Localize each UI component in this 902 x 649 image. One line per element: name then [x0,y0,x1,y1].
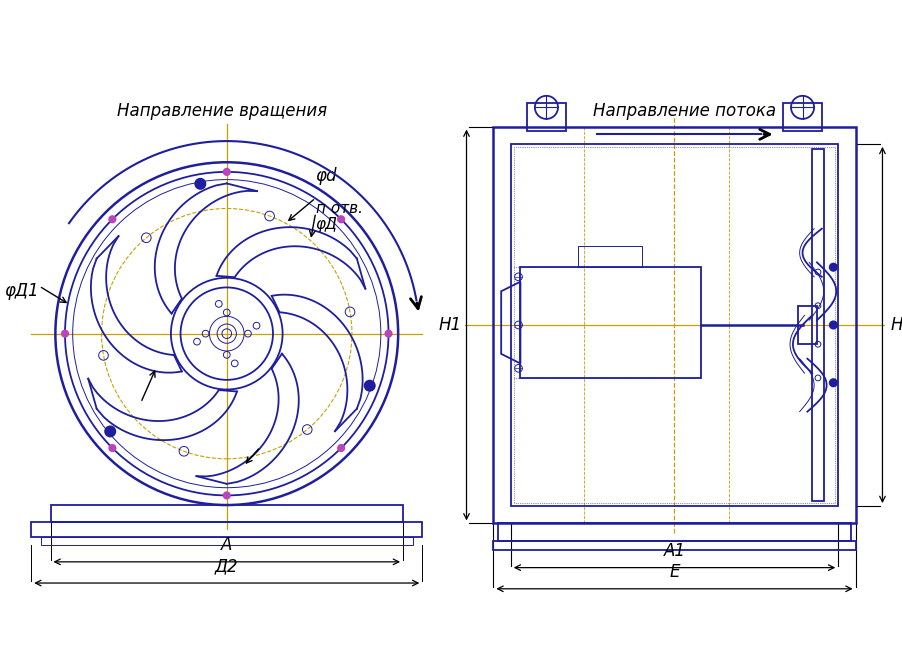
Circle shape [337,216,345,223]
Bar [32,522,422,537]
Circle shape [61,330,69,337]
Bar [511,144,837,506]
Circle shape [109,445,115,452]
Bar [41,537,412,545]
Text: Д2: Д2 [215,557,238,575]
Text: E: E [668,563,679,581]
Text: A: A [221,536,232,554]
Bar [527,103,565,132]
Bar [811,149,823,501]
Circle shape [829,379,836,387]
Text: φd: φd [316,167,336,186]
Bar [513,147,834,503]
Circle shape [105,426,115,437]
Circle shape [195,178,206,189]
Bar [498,523,850,541]
Bar [782,103,821,132]
Bar [577,246,641,267]
Circle shape [223,492,230,499]
Text: H1: H1 [438,316,461,334]
Text: Направление вращения: Направление вращения [116,102,327,120]
Bar [796,306,816,344]
Circle shape [223,169,230,175]
Text: п отв.: п отв. [316,201,363,216]
Text: H: H [889,316,902,334]
Text: φД1: φД1 [5,282,39,300]
Circle shape [337,445,345,452]
Bar [51,505,402,522]
Circle shape [829,321,836,329]
Bar [492,541,854,550]
Circle shape [109,216,115,223]
Bar [492,127,854,523]
Text: Направление потока: Направление потока [592,102,775,120]
Bar [520,267,701,378]
Circle shape [829,263,836,271]
Text: φД: φД [316,217,337,232]
Circle shape [364,380,374,391]
Text: A1: A1 [663,542,685,560]
Circle shape [385,330,391,337]
